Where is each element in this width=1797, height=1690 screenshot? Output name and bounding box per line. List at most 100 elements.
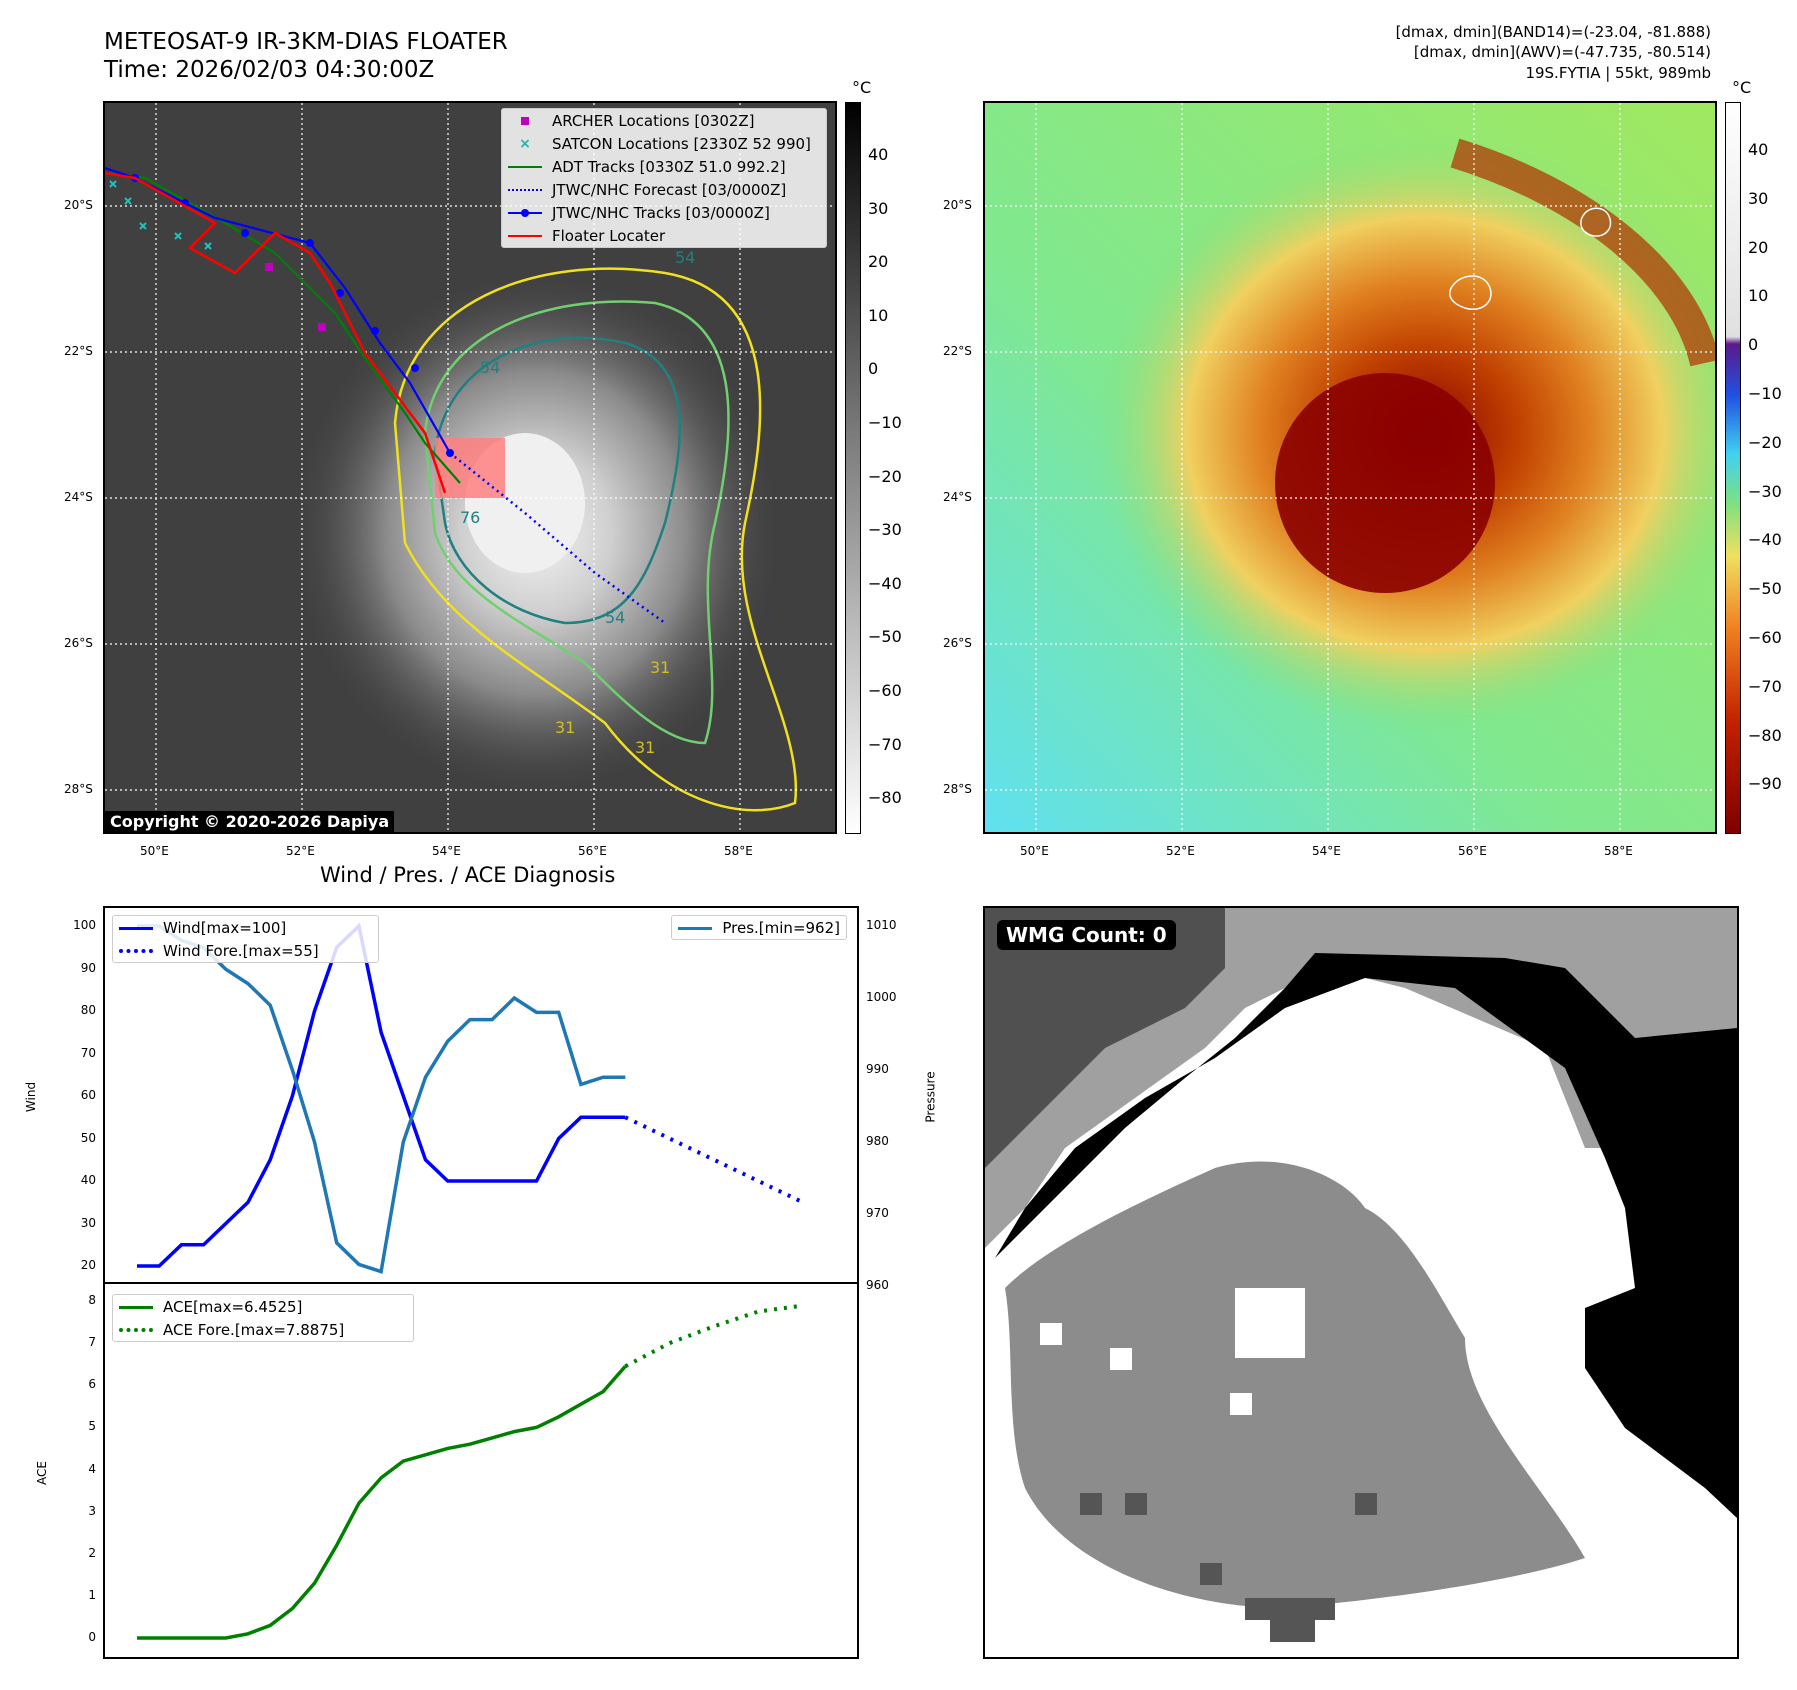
colorbar-tick-label: 20 <box>868 252 889 272</box>
axis-tick-label: 100 <box>73 918 96 932</box>
colorbar-tick-label: −90 <box>1748 774 1782 794</box>
axis-tick-label: 1000 <box>866 990 897 1004</box>
dotted-line-icon <box>508 183 542 197</box>
colorbar-tick-label: −60 <box>1748 628 1782 647</box>
axis-tick-label: 80 <box>80 1003 96 1017</box>
colorbar-tick-label: 30 <box>868 198 889 218</box>
axis-tick-label: 1010 <box>866 918 897 932</box>
contour-label: 54 <box>605 608 625 627</box>
legend-satcon: × SATCON Locations [2330Z 52 990] <box>502 132 826 155</box>
track-legend: ARCHER Locations [0302Z] × SATCON Locatio… <box>501 108 827 248</box>
axis-tick-label: 40 <box>80 1173 96 1187</box>
wmg-region-darkgray <box>985 908 1225 1168</box>
lon-tick: 52°E <box>286 844 315 858</box>
awv-graticule <box>985 103 1715 832</box>
colorbar-tick-label: −30 <box>868 520 902 540</box>
awv-rainband <box>1450 138 1715 367</box>
lon-tick: 50°E <box>140 844 169 858</box>
awv-info: [dmax, dmin](AWV)=(-47.735, -80.514) <box>1413 43 1711 61</box>
legend-pres: Pres.[min=962] <box>672 916 846 939</box>
contour-label: 76 <box>460 508 480 527</box>
contour-yellow <box>393 267 798 812</box>
storm-info: 19S.FYTIA | 55kt, 989mb <box>1525 64 1711 82</box>
axis-tick-label: 5 <box>88 1419 96 1434</box>
colorbar-tick-label: −40 <box>868 573 902 593</box>
axis-tick-label: 960 <box>866 1278 889 1292</box>
colorbar-tick-label: 10 <box>1748 286 1769 306</box>
axis-tick-label: 90 <box>80 960 96 975</box>
axis-tick-label: 4 <box>88 1461 96 1476</box>
lon-tick: 56°E <box>578 844 607 858</box>
wmg-dark-cells <box>1080 1493 1377 1642</box>
lon-tick: 58°E <box>1604 844 1633 858</box>
island-outline <box>1449 275 1492 310</box>
axis-tick-label: 1 <box>88 1587 96 1602</box>
dotted-line-icon <box>119 944 153 958</box>
ir-colorbar <box>845 102 861 834</box>
contour-label: 31 <box>650 658 670 677</box>
contour-teal <box>433 336 681 625</box>
ir-map-panel: 54 54 76 54 31 31 31 ARCHER Locations [0… <box>103 101 837 834</box>
x-marker-icon: × <box>519 135 531 152</box>
contour-label: 31 <box>635 738 655 757</box>
awv-colorbar-unit: °C <box>1732 78 1752 97</box>
colorbar-tick-label: −30 <box>1748 481 1782 501</box>
ace-line <box>137 1365 627 1640</box>
lat-tick: 24°S <box>943 490 972 504</box>
square-marker-icon <box>508 114 542 128</box>
band14-info: [dmax, dmin](BAND14)=(-23.04, -81.888) <box>1395 23 1711 41</box>
axis-tick-label: 7 <box>88 1335 96 1350</box>
wind-axis-label: Wind <box>24 1081 39 1113</box>
satcon-locations <box>109 180 212 250</box>
legend-ace: ACE[max=6.4525] <box>113 1295 413 1318</box>
colorbar-tick-label: −20 <box>868 466 902 486</box>
island-outline <box>1580 207 1612 237</box>
colorbar-tick-label: −80 <box>1748 725 1782 745</box>
colorbar-tick-label: −70 <box>1748 676 1782 696</box>
line-marker-icon <box>119 1300 153 1314</box>
lat-tick: 22°S <box>943 344 972 358</box>
contour-label: 54 <box>480 358 500 377</box>
diagnosis-panel: Wind[max=100] Wind Fore.[max=55] Pres.[m… <box>103 906 859 1659</box>
axis-tick-label: 70 <box>80 1045 96 1060</box>
wmg-region-gray <box>1005 1161 1585 1608</box>
lon-tick: 52°E <box>1166 844 1195 858</box>
line-dot-icon <box>508 206 542 220</box>
colorbar-tick-label: −80 <box>868 788 902 808</box>
ace-forecast-line <box>624 1303 804 1369</box>
awv-core <box>1275 373 1495 593</box>
ace-axis-label: ACE <box>34 1461 49 1485</box>
wind-series <box>137 922 804 1268</box>
wmg-panel: WMG Count: 0 <box>983 906 1739 1659</box>
line-marker-icon <box>508 160 542 174</box>
legend-jtwc-forecast: JTWC/NHC Forecast [03/0000Z] <box>502 178 826 201</box>
lat-tick: 26°S <box>64 636 93 650</box>
colorbar-tick-label: −20 <box>1748 432 1782 452</box>
pres-series <box>137 924 626 1274</box>
axis-tick-label: 3 <box>88 1503 96 1518</box>
axis-tick-label: 50 <box>80 1130 96 1145</box>
axis-tick-label: 0 <box>88 1630 96 1644</box>
colorbar-tick-label: 0 <box>1748 335 1759 355</box>
wind-forecast-line <box>624 1115 804 1205</box>
lat-tick: 22°S <box>64 344 93 358</box>
lon-tick: 54°E <box>432 844 461 858</box>
figure-title: METEOSAT-9 IR-3KM-DIAS FLOATER <box>104 29 508 55</box>
axis-tick-label: 2 <box>88 1545 96 1560</box>
axis-tick-label: 8 <box>88 1293 96 1307</box>
archer-locations <box>265 263 326 331</box>
awv-map-panel <box>983 101 1717 834</box>
legend-adt: ADT Tracks [0330Z 51.0 992.2] <box>502 155 826 178</box>
legend-wind-fore: Wind Fore.[max=55] <box>113 939 378 962</box>
jtwc-track-points <box>131 174 454 457</box>
diagnosis-title: Wind / Pres. / ACE Diagnosis <box>320 863 616 887</box>
line-marker-icon <box>678 921 713 935</box>
pres-legend: Pres.[min=962] <box>671 915 847 940</box>
wmg-white-cells <box>1040 1288 1305 1415</box>
lon-tick: 58°E <box>724 844 753 858</box>
ace-legend: ACE[max=6.4525] ACE Fore.[max=7.8875] <box>112 1294 414 1342</box>
diagnosis-svg <box>105 922 857 1640</box>
lat-tick: 20°S <box>943 198 972 212</box>
legend-floater: Floater Locater <box>502 224 826 247</box>
legend-jtwc-tracks: JTWC/NHC Tracks [03/0000Z] <box>502 201 826 224</box>
